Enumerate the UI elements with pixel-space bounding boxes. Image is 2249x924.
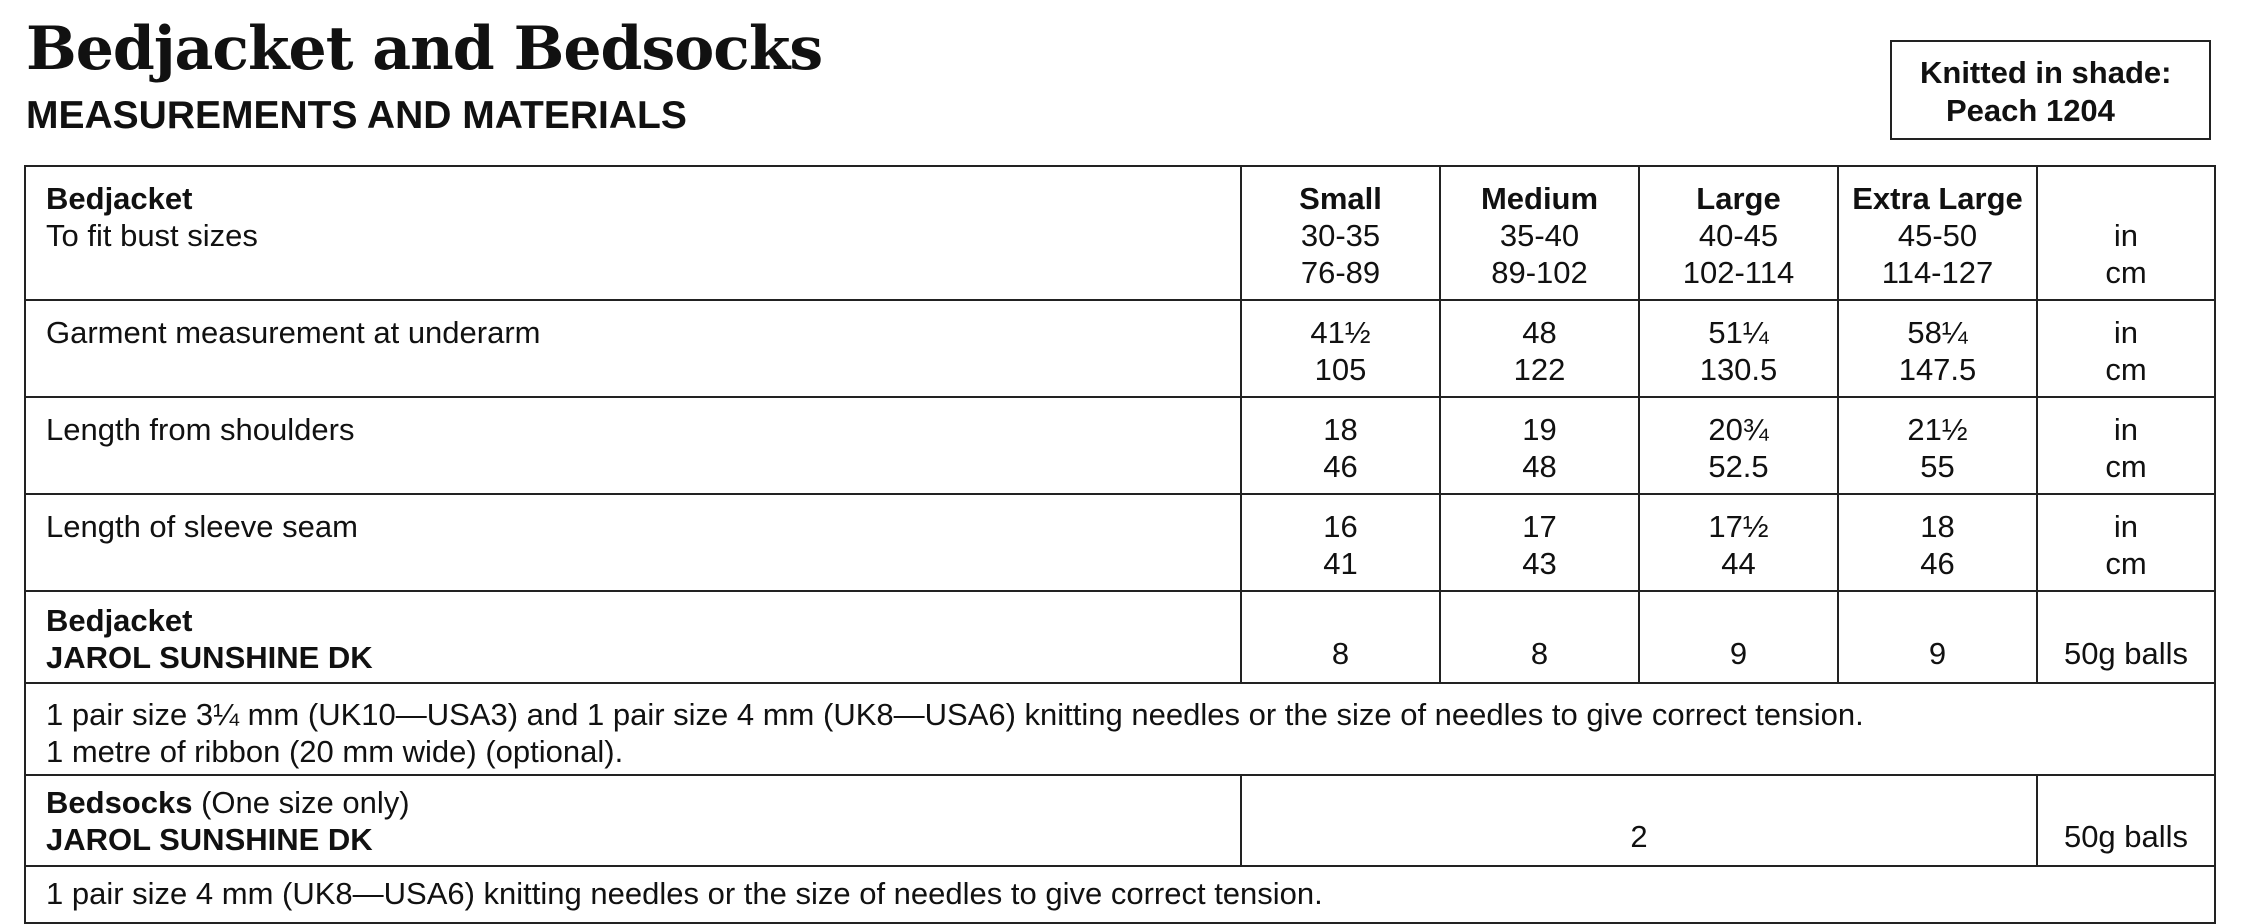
bust-in-small: 30-35 — [1300, 218, 1381, 253]
table-row-bust: Bedjacket To fit bust sizes Small 30-35 … — [24, 165, 2216, 301]
value-cm: 41 — [1323, 546, 1358, 581]
bust-in-large: 40-45 — [1698, 218, 1779, 253]
bust-cm-small: 76-89 — [1300, 255, 1381, 290]
balls-small: 8 — [1331, 636, 1350, 671]
size-header-small: Small — [1299, 181, 1382, 216]
unit-in: in — [2113, 218, 2139, 253]
value-cm: 46 — [1920, 546, 1955, 581]
table-row-length: Length from shoulders 18 46 19 48 20¾ 52.5 … — [24, 396, 2216, 495]
value-in: 17½ — [1708, 509, 1769, 544]
bedsocks-balls: 2 — [1630, 819, 1648, 854]
table-row-underarm: Garment measurement at underarm 41½ 105 4… — [24, 299, 2216, 398]
bedjacket-heading: Bedjacket — [46, 181, 193, 216]
value-cm: 147.5 — [1898, 352, 1977, 387]
value-in: 18 — [1323, 412, 1358, 447]
bust-in-medium: 35-40 — [1499, 218, 1580, 253]
value-in: 41½ — [1310, 315, 1371, 350]
balls-medium: 8 — [1530, 636, 1549, 671]
page-title: Bedjacket and Bedsocks — [26, 14, 823, 84]
bedsocks-unit: 50g balls — [2063, 819, 2189, 854]
value-in: 20¾ — [1708, 412, 1769, 447]
value-in: 17 — [1522, 509, 1557, 544]
value-in: 51¼ — [1708, 315, 1769, 350]
bedjacket-yarn-name: JAROL SUNSHINE DK — [46, 640, 373, 675]
value-cm: 46 — [1323, 449, 1358, 484]
value-cm: 130.5 — [1699, 352, 1778, 387]
table-row-bedjacket-yarn: Bedjacket JAROL SUNSHINE DK 8 8 9 9 50g … — [24, 590, 2216, 684]
bust-cm-large: 102-114 — [1682, 255, 1795, 290]
value-in: 19 — [1522, 412, 1557, 447]
bedjacket-yarn-heading: Bedjacket — [46, 603, 193, 638]
value-cm: 55 — [1920, 449, 1955, 484]
table-row-bedjacket-notes: 1 pair size 3¼ mm (UK10—USA3) and 1 pair… — [24, 682, 2216, 776]
bust-in-extra-large: 45-50 — [1897, 218, 1978, 253]
shade-box: Knitted in shade: Peach 1204 — [1890, 40, 2211, 140]
value-in: 18 — [1920, 509, 1955, 544]
value-in: 16 — [1323, 509, 1358, 544]
unit-cm: cm — [2105, 352, 2147, 387]
size-header-extra-large: Extra Large — [1852, 181, 2023, 216]
bust-label: To fit bust sizes — [46, 218, 258, 253]
value-cm: 122 — [1513, 352, 1566, 387]
unit-in: in — [2113, 412, 2139, 447]
table-row-sleeve: Length of sleeve seam 16 41 17 43 17½ 44 18… — [24, 493, 2216, 592]
bedsocks-heading: Bedsocks — [46, 785, 193, 820]
bedsocks-yarn-name: JAROL SUNSHINE DK — [46, 822, 373, 857]
value-cm: 44 — [1721, 546, 1756, 581]
balls-large: 9 — [1729, 636, 1748, 671]
bedsocks-size-note: (One size only) — [192, 785, 410, 820]
size-header-medium: Medium — [1480, 181, 1599, 216]
bust-cm-medium: 89-102 — [1491, 255, 1588, 290]
row-label-underarm: Garment measurement at underarm — [46, 315, 541, 350]
unit-cm: cm — [2105, 546, 2147, 581]
bedsocks-needles-note: 1 pair size 4 mm (UK8—USA6) knitting nee… — [46, 876, 1323, 911]
table-row-bedsocks: Bedsocks (One size only) JAROL SUNSHINE … — [24, 774, 2216, 867]
value-in: 48 — [1522, 315, 1557, 350]
unit-in: in — [2113, 315, 2139, 350]
value-in: 58¼ — [1907, 315, 1968, 350]
shade-value: Peach 1204 — [1946, 93, 2115, 128]
unit-cm: cm — [2105, 255, 2147, 290]
bust-cm-extra-large: 114-127 — [1881, 255, 1994, 290]
shade-label: Knitted in shade: — [1920, 55, 2172, 90]
value-cm: 48 — [1522, 449, 1557, 484]
table-row-bedsocks-note: 1 pair size 4 mm (UK8—USA6) knitting nee… — [24, 865, 2216, 924]
unit-cm: cm — [2105, 449, 2147, 484]
value-cm: 43 — [1522, 546, 1557, 581]
row-label-length: Length from shoulders — [46, 412, 355, 447]
size-header-large: Large — [1696, 181, 1781, 216]
value-cm: 105 — [1314, 352, 1367, 387]
balls-unit: 50g balls — [2063, 636, 2189, 671]
row-label-sleeve: Length of sleeve seam — [46, 509, 358, 544]
unit-in: in — [2113, 509, 2139, 544]
value-in: 21½ — [1907, 412, 1968, 447]
ribbon-note: 1 metre of ribbon (20 mm wide) (optional… — [46, 734, 624, 769]
measurements-table: Bedjacket To fit bust sizes Small 30-35 … — [24, 165, 2216, 924]
needles-note: 1 pair size 3¼ mm (UK10—USA3) and 1 pair… — [46, 697, 1864, 732]
page-subtitle: MEASUREMENTS AND MATERIALS — [26, 94, 687, 137]
value-cm: 52.5 — [1708, 449, 1769, 484]
balls-extra-large: 9 — [1928, 636, 1947, 671]
